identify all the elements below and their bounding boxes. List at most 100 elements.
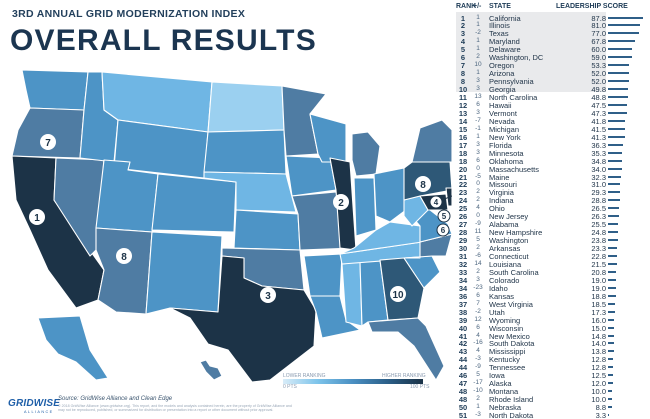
score-bar xyxy=(608,294,616,297)
row-state: Oregon xyxy=(489,61,515,71)
row-state: Massachusetts xyxy=(489,164,540,174)
row-state: Wisconsin xyxy=(489,323,524,333)
row-score: 26.5 xyxy=(591,204,606,214)
row-rank: 39 xyxy=(458,315,468,325)
row-score: 41.5 xyxy=(591,124,606,134)
row-score: 31.0 xyxy=(591,180,606,190)
row-score: 26.3 xyxy=(591,212,606,222)
row-change: 11 xyxy=(474,228,482,236)
row-rank: 24 xyxy=(458,196,468,206)
row-score: 59.0 xyxy=(591,53,606,63)
row-state: Texas xyxy=(489,29,509,39)
score-bar xyxy=(608,111,627,114)
row-rank: 10 xyxy=(458,85,468,95)
row-rank: 6 xyxy=(460,53,466,63)
row-state: Maine xyxy=(489,172,510,182)
column-header-change: +/- xyxy=(473,3,482,10)
row-rank: 29 xyxy=(458,236,468,246)
row-rank: 20 xyxy=(458,164,468,174)
row-change: 1 xyxy=(476,21,480,29)
state-indiana xyxy=(353,177,377,237)
row-rank: 4 xyxy=(460,37,466,47)
row-rank: 3 xyxy=(460,29,466,39)
row-state: Vermont xyxy=(489,108,517,118)
state-arkansas xyxy=(303,253,343,297)
state-south-dakota xyxy=(203,129,287,175)
state-kansas xyxy=(233,209,301,251)
row-change: -6 xyxy=(475,252,481,259)
row-score: 12.8 xyxy=(591,355,606,365)
row-score: 52.0 xyxy=(591,77,606,87)
score-bar xyxy=(608,270,617,273)
row-change: 1 xyxy=(476,69,480,77)
row-state: Iowa xyxy=(489,371,505,381)
row-change: 5 xyxy=(476,236,480,244)
map-marker-label: 6 xyxy=(441,226,446,235)
row-state: Arkansas xyxy=(489,244,521,254)
row-state: Florida xyxy=(489,140,512,150)
row-change: 2 xyxy=(476,244,480,252)
top-ten-highlight xyxy=(456,12,606,92)
row-state: Illinois xyxy=(489,21,510,31)
row-rank: 48 xyxy=(458,395,468,405)
row-change: 3 xyxy=(476,275,480,283)
map-marker-label: 7 xyxy=(45,138,51,149)
row-state: Alabama xyxy=(489,220,519,230)
score-bar xyxy=(608,143,623,146)
row-score: 35.3 xyxy=(591,148,606,158)
row-score: 12.5 xyxy=(591,371,606,381)
score-bar xyxy=(608,127,625,130)
row-state: Utah xyxy=(489,307,505,317)
row-score: 10.0 xyxy=(591,387,606,397)
score-bar xyxy=(608,64,630,67)
row-score: 77.0 xyxy=(591,29,606,39)
row-state: South Dakota xyxy=(489,339,535,349)
score-bar xyxy=(608,24,641,27)
map-marker-pennsylvania: 8 xyxy=(415,176,431,192)
score-bar xyxy=(608,374,613,377)
row-score: 81.0 xyxy=(591,21,606,31)
row-rank: 11 xyxy=(459,93,467,102)
row-state: Indiana xyxy=(489,196,514,206)
state-texas xyxy=(169,255,317,383)
row-score: 34.8 xyxy=(591,156,606,166)
row-rank: 30 xyxy=(458,244,468,254)
row-score: 47.3 xyxy=(591,108,606,118)
row-rank: 37 xyxy=(458,299,468,309)
score-bar xyxy=(608,80,629,83)
row-score: 12.0 xyxy=(591,379,606,389)
row-state: Rhode Island xyxy=(489,395,534,405)
row-rank: 18 xyxy=(458,148,468,158)
row-score: 28.8 xyxy=(591,196,606,206)
row-state: Alaska xyxy=(489,379,512,389)
score-bar xyxy=(608,262,617,265)
row-rank: 23 xyxy=(458,188,468,198)
row-rank: 34 xyxy=(458,275,468,285)
row-rank: 12 xyxy=(458,100,468,110)
state-wisconsin xyxy=(309,113,347,163)
row-rank: 13 xyxy=(458,108,468,118)
row-state: Arizona xyxy=(489,69,515,79)
state-florida xyxy=(367,317,445,381)
row-state: Hawaii xyxy=(489,100,512,110)
row-score: 48.8 xyxy=(591,93,606,102)
score-bar xyxy=(608,398,612,401)
row-change: 3 xyxy=(476,148,480,156)
row-change: 2 xyxy=(476,196,480,204)
copyright-note: © 2018 GridWise Alliance (www.gridwise.o… xyxy=(58,404,292,413)
row-change: 4 xyxy=(476,204,480,212)
state-colorado xyxy=(151,173,237,233)
row-rank: 2 xyxy=(460,21,466,31)
row-state: North Carolina xyxy=(489,93,538,102)
row-state: Minnesota xyxy=(489,148,524,158)
row-rank: 25 xyxy=(458,204,468,214)
score-bar xyxy=(608,16,644,19)
row-change: 6 xyxy=(476,156,480,164)
state-ohio xyxy=(373,167,407,223)
row-score: 23.8 xyxy=(591,236,606,246)
row-score: 18.8 xyxy=(591,291,606,301)
state-new-york xyxy=(411,119,452,163)
score-bar xyxy=(608,96,628,98)
row-score: 20.8 xyxy=(591,267,606,277)
row-score: 23.3 xyxy=(591,244,606,254)
